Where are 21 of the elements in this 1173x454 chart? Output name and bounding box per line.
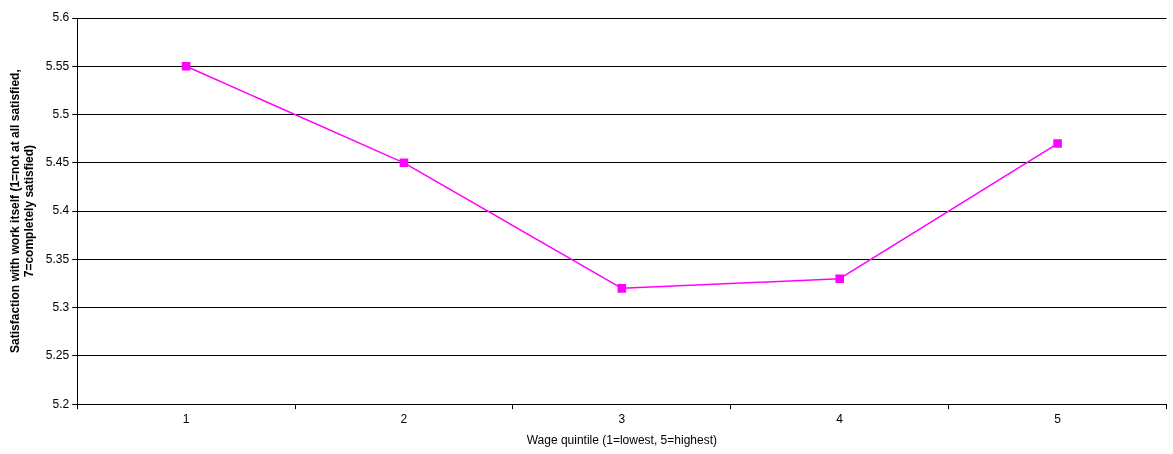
point (181, 61, 191, 71)
x-axis-title: Wage quintile (1=lowest, 5=highest) (526, 433, 717, 448)
point (1053, 139, 1062, 148)
x-tick-label: 5 (1054, 411, 1062, 426)
point (617, 284, 627, 293)
y-tick-label: 5.55 (45, 58, 70, 73)
y-tick-label: 5.25 (45, 348, 70, 363)
x-tick-label: 4 (836, 411, 844, 426)
x-tick-label: 2 (400, 411, 408, 426)
point (399, 158, 409, 168)
y-tick-label: 5.45 (45, 155, 70, 170)
point (835, 274, 844, 283)
y-tick-label: 5.6 (52, 10, 70, 25)
y-tick-label: 5.4 (52, 203, 70, 218)
y-tick-label: 5.5 (52, 106, 70, 121)
y-tick-label: 5.3 (52, 299, 70, 314)
x-tick-label: 1 (182, 411, 190, 426)
y-tick-label: 5.2 (52, 396, 70, 411)
y-tick-label: 5.35 (45, 251, 70, 266)
y-axis-title: Satisfaction with work itself (1=not at all satisfied, 7=completely satisfied) (7, 69, 36, 353)
x-tick-label: 3 (618, 411, 626, 426)
